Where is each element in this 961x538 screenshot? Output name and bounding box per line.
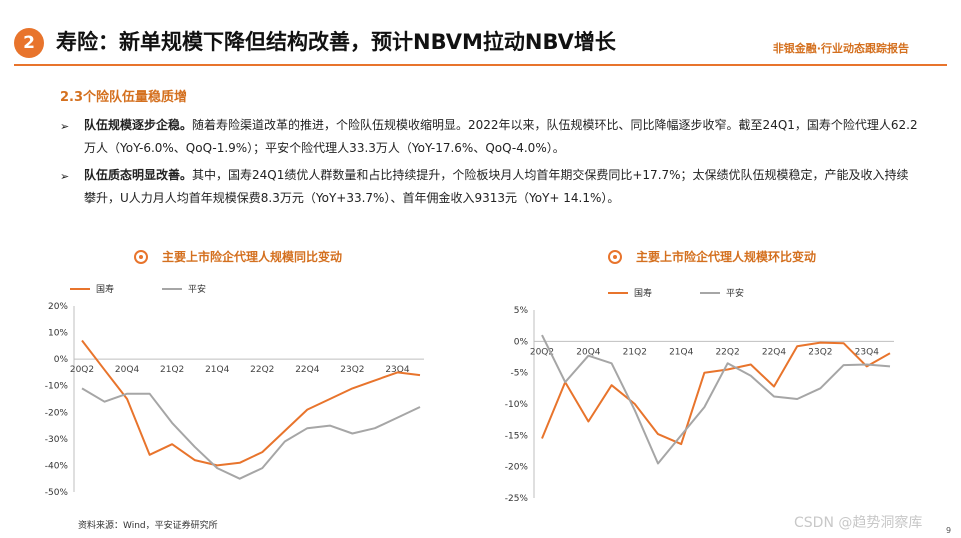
x-tick-label: 21Q4 (205, 365, 230, 375)
chart-yoy: 20% 10% 0% -10% -20% -30% -40% -50% 20Q2 20Q4 21Q2… (45, 283, 424, 498)
arrow-bullet-icon: ➢ (60, 120, 70, 133)
x-tick-label: 21Q2 (160, 365, 184, 375)
x-tick-label: 20Q2 (530, 347, 554, 357)
y-tick-label: 5% (514, 306, 529, 316)
series-line-guoshou (81, 339, 421, 467)
x-tick-label: 21Q4 (669, 347, 694, 357)
y-tick-label: -15% (505, 431, 529, 441)
y-tick-label: -20% (45, 408, 69, 418)
bullet-body: 队伍规模逐步企稳。随着寿险渠道改革的推进，个险队伍规模收缩明显。2022年以来，… (84, 114, 920, 160)
target-icon (608, 249, 622, 264)
y-tick-label: -25% (505, 494, 529, 504)
y-tick-label: -40% (45, 461, 69, 471)
x-tick-label: 20Q2 (70, 365, 94, 375)
x-tick-label: 22Q4 (762, 347, 787, 357)
source-note: 资料来源：Wind，平安证券研究所 (78, 521, 218, 531)
bullet-lead: 队伍规模逐步企稳。 (84, 118, 193, 132)
y-tick-label: -5% (510, 369, 528, 379)
legend-label: 平安 (188, 283, 206, 295)
legend-label: 国寿 (96, 283, 114, 295)
x-tick-label: 21Q2 (623, 347, 647, 357)
bullet-text: 其中，国寿24Q1绩优人群数量和占比持续提升，个险板块月人均首年期交保费同比+1… (84, 168, 909, 205)
bullet-body: 队伍质态明显改善。其中，国寿24Q1绩优人群数量和占比持续提升，个险板块月人均首… (84, 164, 920, 210)
y-tick-label: -10% (505, 400, 529, 410)
y-tick-label: -10% (45, 382, 69, 392)
arrow-bullet-icon: ➢ (60, 170, 70, 183)
y-tick-label: 0% (54, 355, 69, 365)
bullet-item-team-quality: ➢ 队伍质态明显改善。其中，国寿24Q1绩优人群数量和占比持续提升，个险板块月人… (60, 164, 920, 210)
series-line-pingan (541, 334, 891, 465)
report-brand: 非银金融·行业动态跟踪报告 (772, 42, 909, 55)
bullet-text: 随着寿险渠道改革的推进，个险队伍规模收缩明显。2022年以来，队伍规模环比、同比… (84, 118, 918, 155)
section-subheading: 2.3个险队伍量稳质增 (60, 90, 188, 105)
y-tick-label: -20% (505, 463, 529, 473)
bullet-lead: 队伍质态明显改善。 (84, 168, 193, 182)
y-tick-label: -50% (45, 488, 69, 498)
series-line-pingan (81, 387, 421, 480)
x-tick-label: 22Q2 (715, 347, 739, 357)
title-divider (14, 64, 947, 66)
legend-label: 平安 (726, 287, 744, 299)
page-title: 寿险：新单规模下降但结构改善，预计NBVM拉动NBV增长 (56, 30, 616, 54)
y-tick-label: 10% (48, 329, 68, 339)
bullet-list: ➢ 队伍规模逐步企稳。随着寿险渠道改革的推进，个险队伍规模收缩明显。2022年以… (60, 114, 920, 214)
chart-title-text: 主要上市险企代理人规模环比变动 (636, 250, 817, 264)
chart-title-text: 主要上市险企代理人规模同比变动 (162, 250, 343, 264)
x-tick-label: 23Q4 (385, 365, 410, 375)
x-tick-label: 23Q4 (855, 347, 880, 357)
chart-title-qoq: 主要上市险企代理人规模环比变动 (608, 248, 816, 265)
x-tick-label: 23Q2 (808, 347, 832, 357)
y-tick-label: -30% (45, 435, 69, 445)
section-number-badge: 2 (14, 28, 44, 58)
y-tick-label: 0% (514, 337, 529, 347)
x-tick-label: 20Q4 (115, 365, 140, 375)
y-tick-label: 20% (48, 302, 68, 312)
watermark: CSDN @趋势洞察库 (794, 515, 923, 531)
chart-title-yoy: 主要上市险企代理人规模同比变动 (134, 248, 342, 265)
x-tick-label: 20Q4 (576, 347, 601, 357)
x-tick-label: 22Q2 (250, 365, 274, 375)
x-tick-label: 22Q4 (295, 365, 320, 375)
chart-qoq: 5% 0% -5% -10% -15% -20% -25% 20Q2 20Q4 21Q2 21Q4 2… (505, 287, 894, 504)
page-number: 9 (946, 526, 952, 535)
series-line-guoshou (541, 341, 891, 446)
target-icon (134, 249, 148, 264)
legend-label: 国寿 (634, 287, 652, 299)
x-tick-label: 23Q2 (340, 365, 364, 375)
bullet-item-team-size: ➢ 队伍规模逐步企稳。随着寿险渠道改革的推进，个险队伍规模收缩明显。2022年以… (60, 114, 920, 160)
